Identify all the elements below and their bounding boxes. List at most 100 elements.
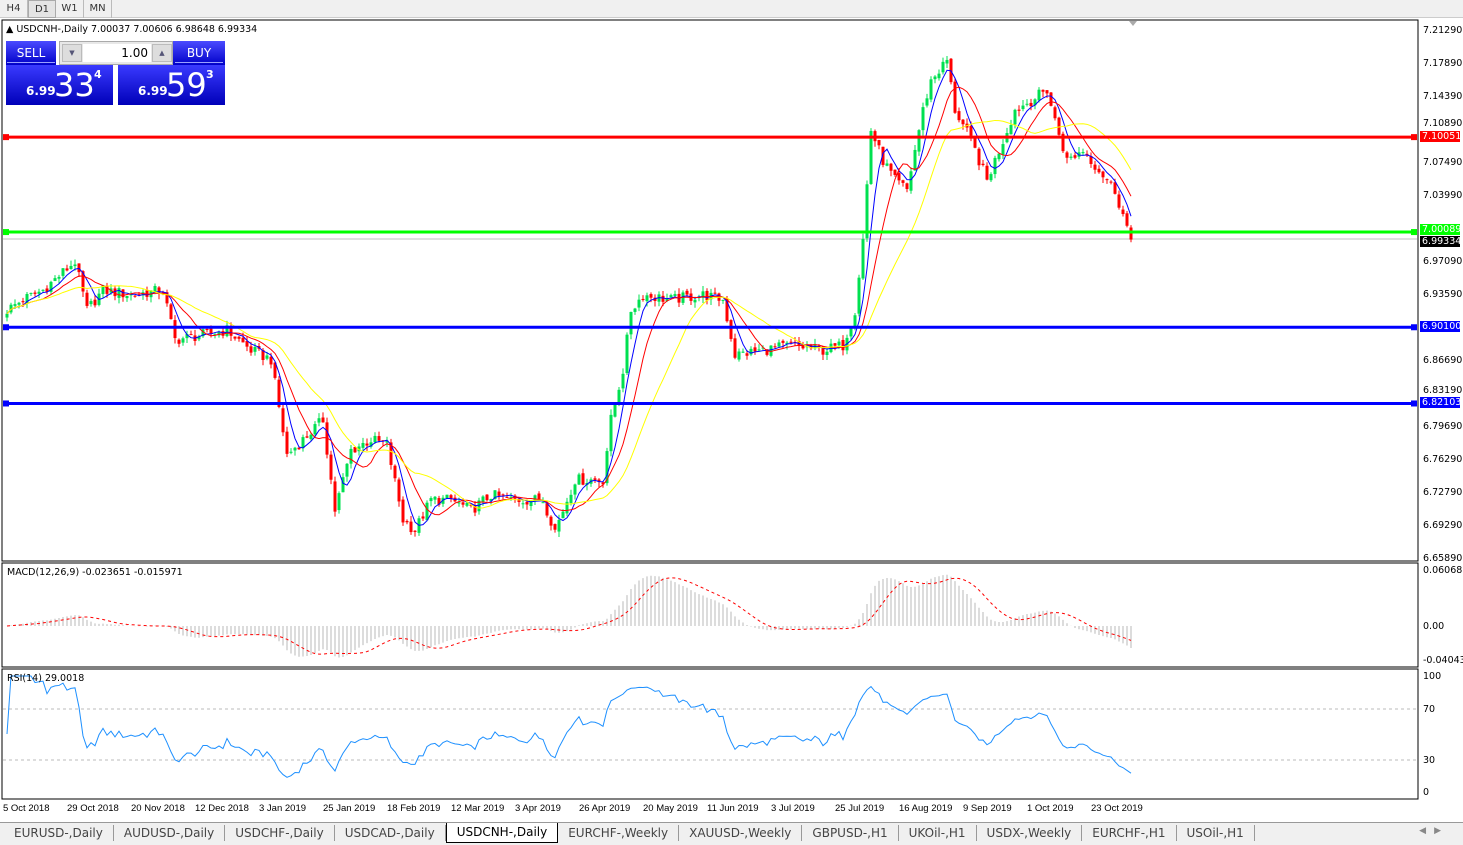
time-tick: 12 Dec 2018 [195, 803, 249, 814]
candle-body [13, 304, 17, 306]
candle-body [269, 356, 273, 365]
candle-body [249, 346, 253, 353]
time-tick: 3 Apr 2019 [515, 803, 561, 814]
chart-tab[interactable]: USOil-,H1 [1177, 825, 1255, 841]
candle-body [437, 498, 441, 505]
candle-body [337, 493, 341, 511]
level-handle [3, 134, 9, 141]
candle-body [857, 277, 861, 314]
candle-body [557, 519, 561, 532]
candle-body [25, 294, 29, 304]
price-tick: 6.76290 [1423, 454, 1463, 465]
candle-body [629, 311, 633, 335]
candle-body [389, 442, 393, 465]
candle-body [421, 516, 425, 519]
buy-price-fraction: 3 [206, 68, 214, 81]
candle-body [173, 320, 177, 339]
candle-body [725, 298, 729, 322]
candle-body [65, 268, 69, 271]
sell-price[interactable]: 6.99 33 4 [6, 65, 113, 105]
candle-body [597, 479, 601, 482]
candle-body [889, 163, 893, 171]
buy-price[interactable]: 6.99 59 3 [118, 65, 225, 105]
candle-body [1037, 89, 1041, 101]
candle-body [317, 418, 321, 423]
chart-tab[interactable]: AUDUSD-,Daily [114, 825, 226, 841]
chart-tab[interactable]: GBPUSD-,H1 [802, 825, 899, 841]
candle-body [153, 286, 157, 293]
ma-fast-line [6, 69, 1132, 526]
time-tick: 20 Nov 2018 [131, 803, 185, 814]
candle-body [841, 339, 845, 351]
time-tick: 11 Jun 2019 [707, 803, 759, 814]
timeframe-w1[interactable]: W1 [56, 0, 84, 18]
candle-body [105, 285, 109, 294]
candle-body [333, 481, 337, 512]
candle-body [117, 288, 121, 298]
candle-body [645, 295, 649, 302]
chart-tab[interactable]: UKOil-,H1 [899, 825, 977, 841]
chart-tab[interactable]: USDCAD-,Daily [335, 825, 446, 841]
candle-body [101, 285, 105, 295]
candle-body [641, 298, 645, 300]
level-handle [3, 324, 9, 331]
candle-body [553, 524, 557, 530]
chart-tab[interactable]: USDCNH-,Daily [445, 823, 559, 843]
candle-body [73, 264, 77, 267]
candle-body [45, 288, 49, 293]
candle-body [185, 334, 189, 339]
candle-body [605, 451, 609, 484]
timeframe-h4[interactable]: H4 [0, 0, 28, 18]
sell-price-prefix: 6.99 [26, 84, 56, 98]
candle-body [441, 497, 445, 504]
time-tick: 12 Mar 2019 [451, 803, 505, 814]
candle-body [1041, 89, 1045, 92]
level-handle [3, 229, 9, 236]
chart-tab[interactable]: EURCHF-,H1 [1082, 825, 1177, 841]
candle-body [429, 498, 433, 502]
candle-body [969, 125, 973, 136]
bid-price-label: 6.99334 [1420, 236, 1462, 247]
candle-body [329, 454, 333, 480]
candle-body [861, 239, 865, 279]
candle-body [1049, 92, 1053, 106]
candle-body [201, 329, 205, 337]
chart-tab[interactable]: USDCHF-,Daily [225, 825, 335, 841]
candle-body [253, 347, 257, 352]
timeframe-mn[interactable]: MN [84, 0, 112, 18]
candle-body [497, 491, 501, 496]
candle-body [433, 496, 437, 500]
level-handle [1411, 400, 1417, 407]
candle-body [941, 61, 945, 73]
candle-body [233, 336, 237, 339]
candle-body [505, 496, 509, 498]
chart-tab[interactable]: EURCHF-,Weekly [558, 825, 680, 841]
volume-input[interactable] [83, 44, 151, 62]
chart-tab[interactable]: XAUUSD-,Weekly [679, 825, 803, 841]
timeframe-d1[interactable]: D1 [28, 0, 56, 18]
candle-body [165, 292, 169, 304]
buy-button[interactable]: BUY [175, 43, 223, 63]
time-tick: 16 Aug 2019 [899, 803, 953, 814]
sell-button[interactable]: SELL [7, 43, 55, 63]
candle-body [1093, 164, 1097, 170]
candle-body [989, 174, 993, 181]
candle-body [461, 502, 465, 505]
volume-decrease-icon[interactable]: ▼ [62, 44, 82, 62]
chart-shift-marker[interactable] [1129, 21, 1137, 26]
volume-increase-icon[interactable]: ▲ [152, 44, 172, 62]
candle-body [877, 140, 881, 146]
rsi-axis-30: 30 [1423, 755, 1436, 766]
candle-body [177, 339, 181, 344]
chart-tab[interactable]: EURUSD-,Daily [4, 825, 114, 841]
chart-tab[interactable]: USDX-,Weekly [977, 825, 1083, 841]
candle-body [765, 349, 769, 355]
candle-body [245, 340, 249, 347]
candle-body [821, 346, 825, 355]
candle-body [485, 494, 489, 501]
candle-body [721, 299, 725, 301]
tab-scroll-arrows-icon[interactable]: ◀▶ [1419, 826, 1449, 836]
candle-body [1021, 105, 1025, 110]
candle-body [685, 290, 689, 295]
